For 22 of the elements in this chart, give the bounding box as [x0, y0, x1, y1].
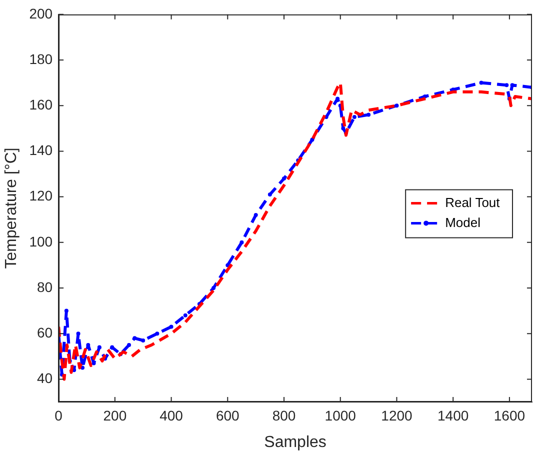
x-tick-label: 600 [216, 407, 240, 424]
y-tick-label: 140 [29, 142, 53, 158]
x-tick-label: 1000 [324, 407, 356, 424]
y-tick-label: 180 [29, 50, 53, 67]
x-tick-label: 1600 [494, 407, 526, 424]
x-tick-label: 800 [272, 407, 296, 424]
legend-label: Model [445, 214, 481, 230]
x-tick-label: 400 [160, 407, 184, 424]
y-axis-title: Temperature [°C] [3, 148, 20, 269]
legend-label: Real Tout [445, 194, 500, 210]
x-tick-label: 200 [103, 407, 127, 424]
x-tick-label: 1400 [438, 407, 469, 424]
x-tick-label: 1200 [381, 407, 413, 424]
y-tick-label: 80 [36, 278, 53, 295]
x-tick-label: 0 [54, 407, 63, 424]
y-tick-label: 100 [29, 233, 53, 250]
x-axis-title: Samples [264, 434, 326, 451]
y-tick-label: 40 [36, 370, 53, 386]
y-tick-label: 120 [29, 188, 53, 204]
y-tick-label: 200 [29, 5, 53, 22]
y-tick-label: 160 [29, 96, 53, 112]
y-tick-label: 60 [36, 324, 53, 340]
